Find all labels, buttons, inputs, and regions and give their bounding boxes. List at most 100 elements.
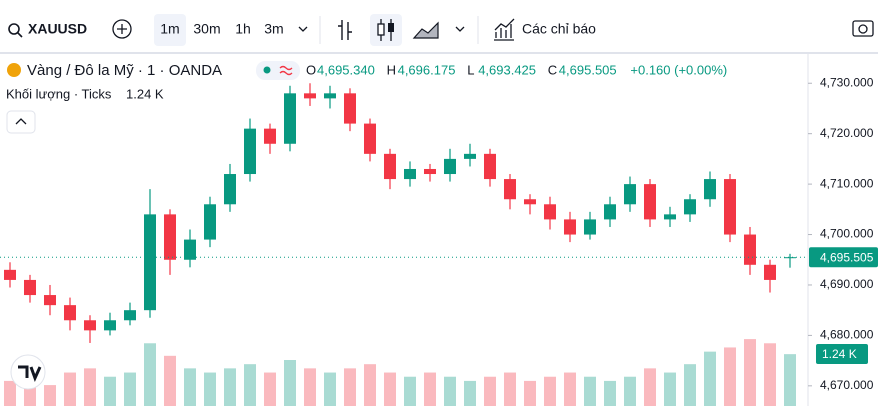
candle-body: [564, 219, 576, 235]
y-tick-label: 4,700.000: [820, 227, 874, 241]
candle-body: [524, 199, 536, 205]
ohlc-value: 4,693.425: [478, 62, 536, 77]
candle-icon: [388, 23, 394, 32]
interval[interactable]: 3m: [264, 21, 283, 37]
volume-bar: [344, 368, 356, 406]
volume-bar: [304, 368, 316, 406]
candle-body: [244, 128, 256, 175]
candle-body: [684, 199, 696, 215]
volume-bar: [64, 372, 76, 406]
search-icon: [17, 32, 23, 38]
candle-body: [44, 295, 56, 306]
volume-bar: [604, 380, 616, 406]
ohlc-value: 4,695.505: [559, 62, 617, 77]
candle-body: [624, 184, 636, 205]
ohlc-label: H: [387, 62, 396, 77]
plot: 4,670.000 4,680.000 4,690.000 4,700.000 4,71…: [0, 75, 878, 406]
legend: Vàng / Đô la Mỹ · 1 · OANDA O 4,695.340 H 4…: [6, 61, 727, 390]
candle-body: [484, 153, 496, 180]
interval[interactable]: 1h: [235, 21, 251, 37]
volume-bar: [724, 347, 736, 406]
candle-body: [464, 153, 476, 159]
candle-body: [224, 174, 236, 205]
add-icon: [117, 24, 127, 34]
y-tick-label: 4,670.000: [820, 378, 874, 392]
candle-body: [724, 179, 736, 235]
chart-type-active[interactable]: [370, 14, 402, 46]
candle-body: [124, 310, 136, 321]
indicators-icon[interactable]: [494, 18, 515, 41]
candle-body: [604, 204, 616, 220]
candle-body: [184, 239, 196, 260]
status-pill[interactable]: [256, 61, 300, 80]
volume-bar: [404, 376, 416, 406]
volume-bar: [324, 372, 336, 406]
ohlc-value: 4,695.340: [317, 62, 375, 77]
candle-body: [784, 257, 796, 259]
bars-icon[interactable]: [338, 20, 352, 40]
collapse-icon: [15, 118, 27, 125]
collapse-button[interactable]: [6, 110, 36, 134]
volume-bar: [444, 376, 456, 406]
legend-title: Vàng / Đô la Mỹ · 1 · OANDA: [27, 62, 222, 79]
logo-mark: [18, 365, 42, 382]
volume-title: Khối lượng · Ticks: [6, 86, 112, 101]
candle-body: [424, 168, 436, 175]
y-tick-label: 4,720.000: [820, 126, 874, 140]
volume-bar: [224, 368, 236, 406]
indicators[interactable]: Các chỉ báo: [522, 21, 596, 37]
candle-body: [544, 204, 556, 220]
volume-bar: [764, 343, 776, 406]
candle-body: [164, 214, 176, 260]
camera-icon[interactable]: [852, 20, 874, 37]
y-tick-label: 4,690.000: [820, 277, 874, 291]
dropdown[interactable]: [298, 26, 308, 32]
volume-last-label: 1.24 K: [822, 347, 857, 361]
ohlc-change: +0.160 (+0.00%): [630, 62, 727, 77]
candle-body: [324, 93, 336, 99]
volume-bar: [564, 372, 576, 406]
candle-body: [704, 179, 716, 200]
candle-body: [24, 279, 36, 296]
volume-bar: [244, 364, 256, 406]
gold-icon: [7, 63, 21, 77]
candle-body: [64, 305, 76, 321]
volume-bar: [84, 368, 96, 406]
ohlc-label: O: [306, 62, 316, 77]
status-dot: [263, 66, 271, 74]
volume-bar: [684, 364, 696, 406]
interval-active[interactable]: [154, 14, 186, 46]
interval[interactable]: 30m: [193, 21, 220, 37]
interval[interactable]: 1m: [160, 21, 179, 37]
candle-body: [4, 269, 16, 280]
symbol[interactable]: XAUUSD: [28, 21, 87, 37]
volume-bar: [504, 372, 516, 406]
add-symbol[interactable]: [112, 19, 132, 39]
volume-bar: [744, 339, 756, 406]
candle-body: [84, 320, 96, 331]
camera-icon: [858, 24, 868, 34]
candle-body: [364, 123, 376, 154]
candle-body: [204, 204, 216, 240]
dropdown[interactable]: [455, 26, 465, 32]
candle-icon: [377, 23, 385, 36]
volume-bar: [124, 372, 136, 406]
volume-bar: [204, 372, 216, 406]
candle-body: [644, 184, 656, 220]
area-icon[interactable]: [412, 21, 439, 39]
search-icon[interactable]: [8, 23, 20, 35]
y-tick-label: 4,730.000: [820, 75, 874, 89]
candle-body: [764, 264, 776, 280]
volume-bar: [664, 372, 676, 406]
ohlc-value: 4,696.175: [398, 62, 456, 77]
candle-body: [304, 93, 316, 99]
candle-body: [104, 320, 116, 331]
volume-last-box: [816, 344, 868, 364]
volume-bar: [704, 351, 716, 406]
y-tick-label: 4,710.000: [820, 176, 874, 190]
volume-bar: [364, 364, 376, 406]
volume-bar: [4, 380, 16, 406]
volume-bar: [264, 372, 276, 406]
volume-bar: [384, 372, 396, 406]
